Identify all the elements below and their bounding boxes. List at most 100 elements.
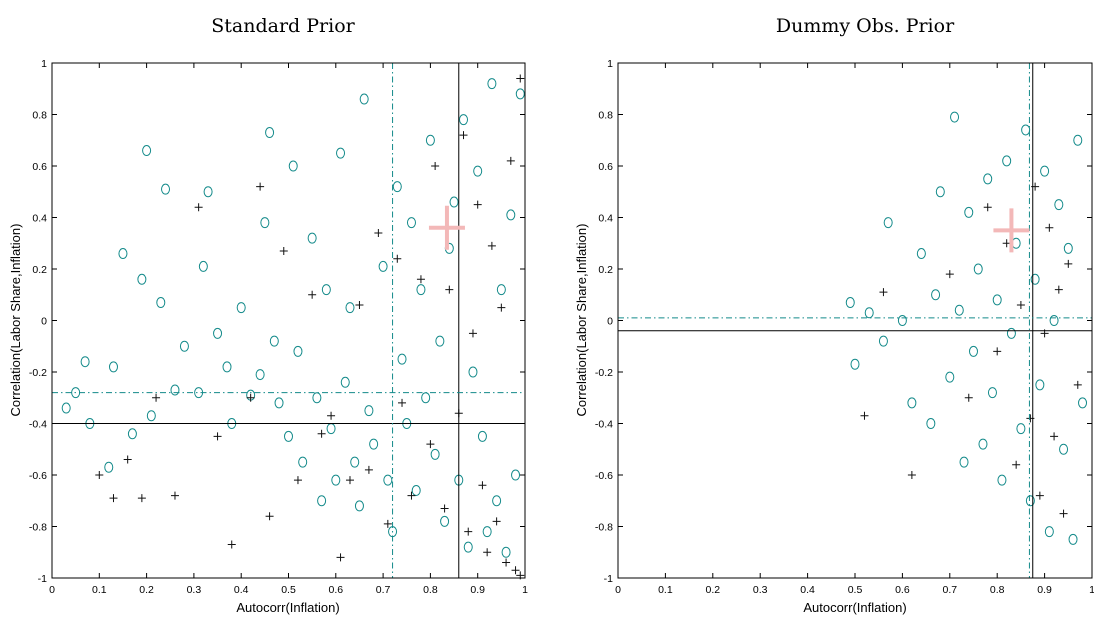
y-tick-label: -0.2 — [595, 367, 613, 379]
x-tick-label: 0.8 — [990, 584, 1005, 596]
circle-point — [468, 366, 478, 378]
y-tick-label: -1 — [604, 573, 613, 585]
circle-point — [222, 361, 232, 373]
plus-point — [497, 303, 506, 312]
plus-point — [109, 494, 118, 503]
circle-point — [1021, 124, 1031, 136]
plot-frame — [51, 62, 526, 579]
circle-point — [61, 402, 71, 414]
circle-point — [345, 302, 355, 314]
circle-point — [487, 78, 497, 90]
circle-point — [397, 353, 407, 365]
y-tick-label: -0.6 — [29, 470, 47, 482]
plus-point — [279, 246, 288, 255]
y-tick-label: -0.4 — [595, 419, 613, 431]
plus-point — [213, 432, 222, 441]
chart-title: Standard Prior — [211, 15, 355, 37]
circle-point — [416, 284, 426, 296]
plus-point — [1059, 509, 1068, 518]
x-tick-label: 0.6 — [328, 584, 343, 596]
circle-point — [411, 484, 421, 496]
plus-point — [383, 519, 392, 528]
plus-point — [293, 476, 302, 485]
circle-point — [350, 456, 360, 468]
circle-point — [973, 263, 983, 275]
plus-point — [983, 203, 992, 212]
x-tick-label: 0.1 — [658, 584, 673, 596]
plus-point — [374, 228, 383, 237]
circle-point — [392, 181, 402, 193]
plus-point — [879, 288, 888, 297]
y-tick-label: 0.2 — [598, 264, 613, 276]
plus-point — [95, 471, 104, 479]
plus-point — [256, 182, 265, 191]
circle-point — [213, 327, 223, 339]
circle-point — [146, 410, 156, 422]
plus-point — [468, 329, 477, 338]
circle-point — [354, 500, 364, 512]
plus-point — [416, 275, 425, 284]
plus-point — [860, 411, 869, 420]
plus-point — [431, 162, 440, 170]
circle-point — [406, 217, 416, 229]
y-tick-label: 0 — [41, 316, 47, 328]
x-tick-label: 0.4 — [234, 584, 249, 596]
plus-point — [464, 527, 473, 536]
circle-point — [482, 526, 492, 538]
plus-point — [393, 254, 402, 263]
plus-point — [1054, 285, 1063, 294]
circle-point — [492, 495, 502, 507]
y-tick-label: 0.4 — [32, 213, 47, 225]
circle-point — [321, 284, 331, 296]
circle-point — [850, 358, 860, 370]
plot-frame — [617, 62, 1093, 579]
circle-point — [945, 371, 955, 383]
y-tick-label: -0.8 — [595, 522, 613, 534]
y-tick-label: -0.2 — [29, 367, 47, 379]
plus-point — [327, 411, 336, 420]
x-tick-label: 0.3 — [753, 584, 768, 596]
plus-point — [506, 156, 515, 165]
y-tick-label: 0.8 — [32, 110, 47, 122]
circle-point — [1025, 495, 1035, 507]
plus-point — [194, 203, 203, 212]
plus-point — [426, 440, 435, 449]
plot-dummy-obs-prior: Dummy Obs. Prior 0 0.1 0.2 0.3 0.4 0.5 0.6 0.7 0… — [574, 15, 1094, 615]
x-tick-label: 0.5 — [281, 584, 296, 596]
circle-point — [1006, 327, 1016, 339]
y-axis-label: Correlation(Labor Share,Inflation) — [574, 224, 589, 417]
circle-point — [170, 384, 180, 396]
circle-point — [511, 469, 521, 481]
plus-point — [355, 301, 364, 310]
circle-point — [161, 183, 171, 195]
y-tick-label: 0.2 — [32, 264, 47, 276]
circle-point — [1040, 165, 1050, 177]
circle-point — [435, 335, 445, 347]
y-tick-label: 0 — [607, 316, 613, 328]
circle-point — [1002, 155, 1012, 167]
plus-point — [445, 285, 454, 294]
circle-point — [425, 134, 435, 146]
circle-point — [80, 356, 90, 368]
plus-point — [1064, 259, 1073, 268]
axis-ticks: 0 0.1 0.2 0.3 0.4 0.5 0.6 0.7 0.8 0.9 1 -1 -0.8 -0.6 -… — [595, 58, 1094, 596]
circle-point — [118, 248, 128, 260]
x-tick-label: 0.7 — [942, 584, 957, 596]
plus-point — [487, 241, 496, 250]
plus-point — [137, 494, 146, 503]
plus-point — [945, 270, 954, 279]
circle-point — [108, 361, 118, 373]
y-tick-label: 0.6 — [598, 161, 613, 173]
plus-point — [993, 347, 1002, 356]
circle-point — [137, 273, 147, 285]
reference-lines — [52, 63, 525, 578]
y-tick-label: -0.4 — [29, 419, 47, 431]
circle-point — [978, 438, 988, 450]
x-tick-label: 0.1 — [92, 584, 107, 596]
x-tick-label: 0.2 — [705, 584, 720, 596]
plus-point — [1016, 301, 1025, 310]
plus-point — [317, 429, 326, 438]
circle-point — [1059, 443, 1069, 455]
circle-point — [878, 335, 888, 347]
circle-point — [127, 428, 137, 440]
